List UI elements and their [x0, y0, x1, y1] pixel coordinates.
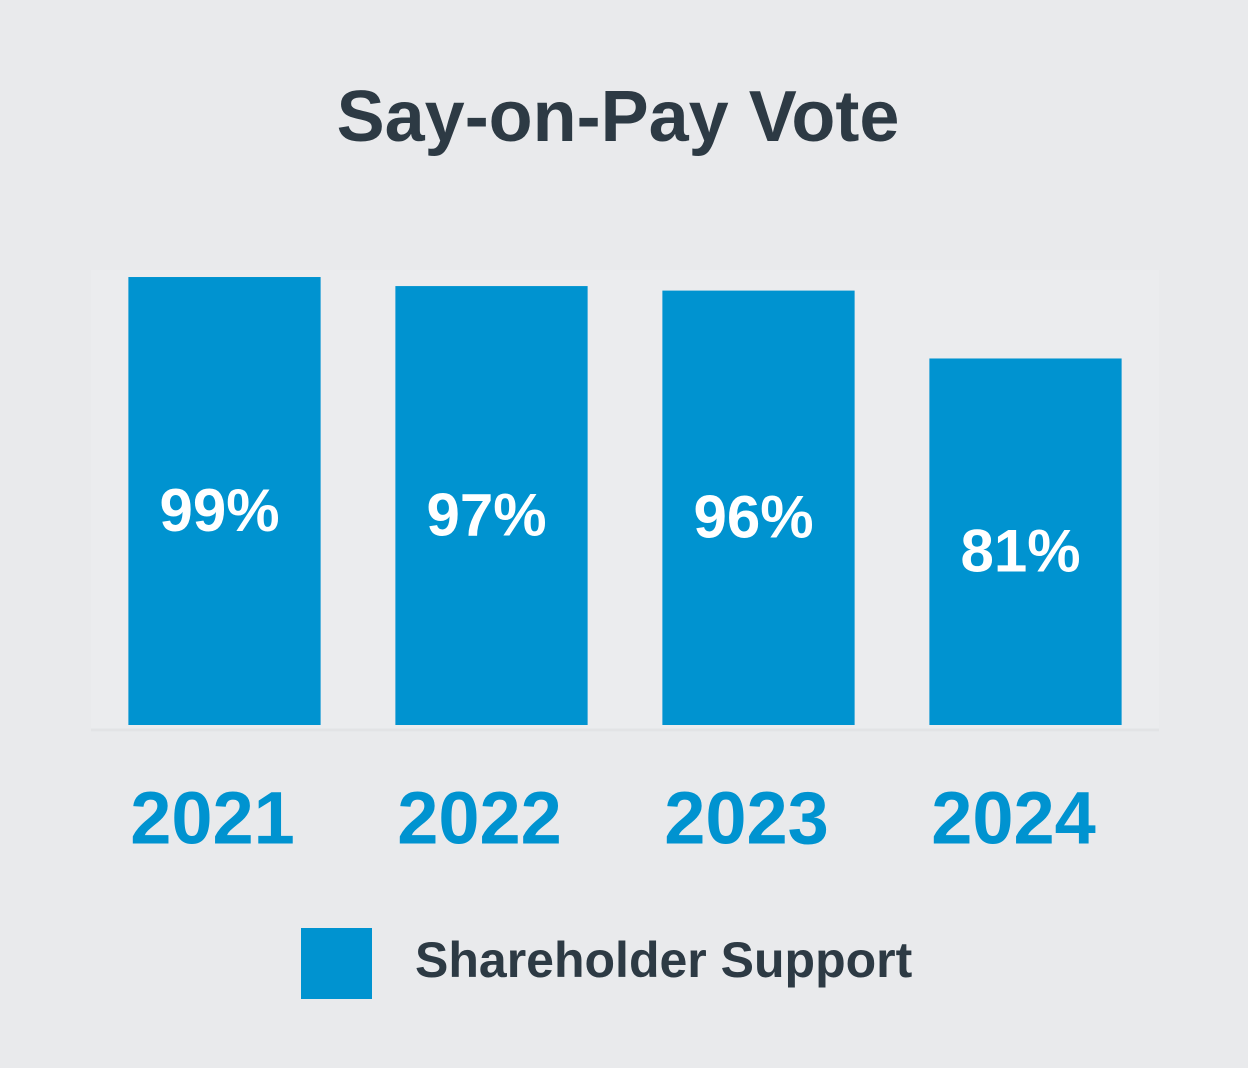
x-tick-label: 2023 [664, 777, 829, 860]
data-label: 96% [693, 484, 813, 551]
bar [662, 290, 855, 725]
bar [395, 286, 588, 725]
bar [128, 277, 321, 725]
data-label: 81% [960, 518, 1080, 585]
legend-label: Shareholder Support [415, 932, 913, 988]
data-label: 97% [426, 481, 546, 548]
x-tick-label: 2024 [931, 777, 1096, 860]
bar [929, 358, 1122, 725]
legend-swatch [301, 928, 372, 999]
chart-title: Say-on-Pay Vote [337, 77, 900, 157]
x-tick-label: 2021 [130, 777, 295, 860]
data-label: 99% [159, 477, 279, 544]
x-tick-label: 2022 [397, 777, 562, 860]
